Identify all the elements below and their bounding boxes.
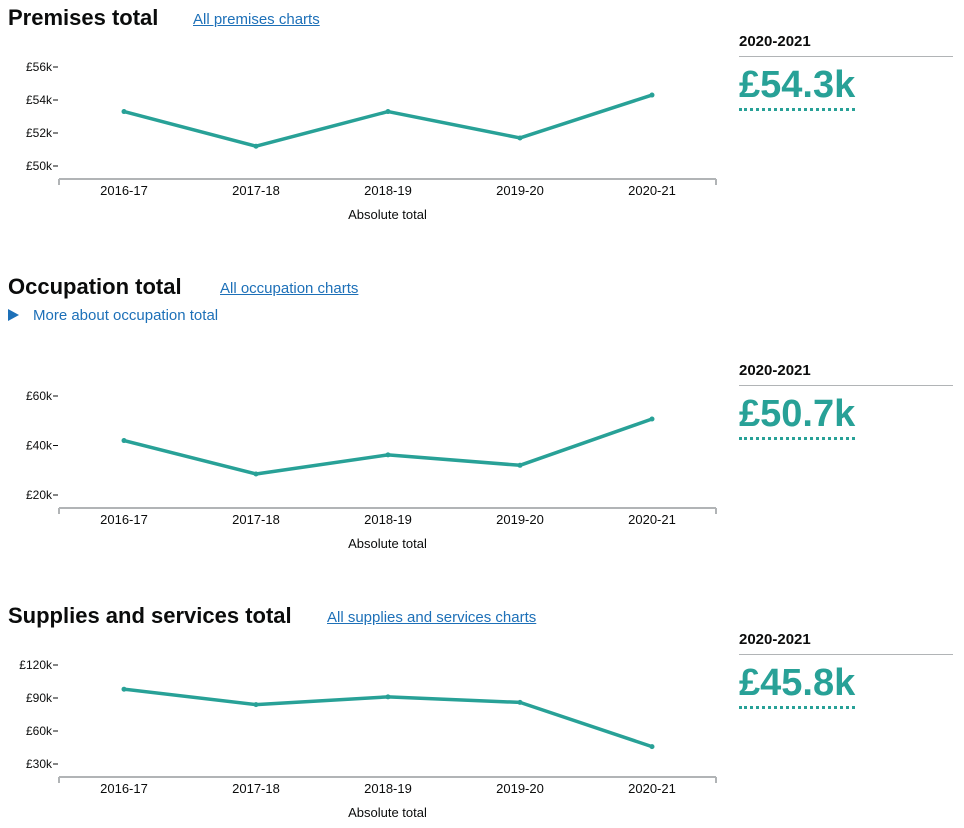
occupation-year-label: 2020-2021 [739, 361, 953, 386]
expand-triangle-icon [8, 309, 19, 321]
data-point [121, 109, 127, 115]
y-tick-label: £56k [26, 60, 53, 74]
y-tick-label: £90k [26, 691, 53, 705]
data-point [517, 699, 523, 705]
y-tick-label: £50k [26, 159, 53, 173]
all-premises-charts-link[interactable]: All premises charts [193, 11, 320, 28]
x-tick-label: 2016-17 [100, 781, 148, 796]
data-point [517, 135, 523, 141]
more-about-occupation-label: More about occupation total [33, 306, 219, 324]
occupation-total-value[interactable]: £50.7k [739, 391, 856, 440]
x-tick-label: 2019-20 [496, 183, 544, 198]
more-about-occupation-toggle[interactable]: More about occupation total [8, 305, 218, 325]
y-tick-label: £54k [26, 93, 53, 107]
x-axis-title: Absolute total [348, 207, 427, 222]
data-point [121, 438, 127, 444]
y-tick-label: £40k [26, 439, 53, 453]
y-tick-label: £60k [26, 389, 53, 403]
y-tick-label: £60k [26, 724, 53, 738]
data-point [385, 694, 391, 700]
supplies-line-chart: £120k £90k £60k £30k 2016-17 2017-18 2018-19 20… [19, 658, 717, 820]
x-tick-label: 2018-19 [364, 781, 412, 796]
data-point [385, 109, 391, 115]
premises-line-chart: £56k £54k £52k £50k 2016-17 2017-18 2018-19 201… [26, 60, 717, 222]
x-tick-label: 2017-18 [232, 512, 280, 527]
x-axis-title: Absolute total [348, 536, 427, 551]
supplies-section-title: Supplies and services total [8, 603, 292, 628]
x-tick-label: 2020-21 [628, 512, 676, 527]
x-tick-label: 2020-21 [628, 183, 676, 198]
x-tick-label: 2019-20 [496, 781, 544, 796]
x-tick-label: 2016-17 [100, 183, 148, 198]
data-point [649, 416, 655, 422]
data-point [649, 744, 655, 750]
x-tick-label: 2017-18 [232, 781, 280, 796]
data-point [385, 452, 391, 458]
all-supplies-charts-link[interactable]: All supplies and services charts [327, 609, 537, 626]
x-axis-title: Absolute total [348, 805, 427, 820]
x-tick-label: 2016-17 [100, 512, 148, 527]
y-tick-label: £30k [26, 757, 53, 771]
occupation-line-chart: £60k £40k £20k 2016-17 2017-18 2018-19 2019-20… [26, 389, 717, 551]
data-point [649, 92, 655, 98]
data-point [253, 702, 259, 708]
series-line [122, 93, 654, 148]
premises-section-title: Premises total [8, 5, 159, 30]
all-occupation-charts-link[interactable]: All occupation charts [220, 280, 359, 297]
supplies-year-label: 2020-2021 [739, 630, 953, 655]
x-tick-label: 2018-19 [364, 183, 412, 198]
data-point [517, 462, 523, 468]
data-point [253, 143, 259, 149]
premises-year-label: 2020-2021 [739, 32, 953, 57]
y-tick-label: £120k [19, 658, 53, 672]
data-point [253, 471, 259, 477]
occupation-section-title: Occupation total [8, 274, 182, 299]
y-tick-label: £20k [26, 488, 53, 502]
series-line [122, 417, 654, 476]
premises-total-value[interactable]: £54.3k [739, 62, 856, 111]
supplies-total-value[interactable]: £45.8k [739, 660, 856, 709]
x-tick-label: 2018-19 [364, 512, 412, 527]
y-tick-label: £52k [26, 126, 53, 140]
x-tick-label: 2017-18 [232, 183, 280, 198]
x-tick-label: 2020-21 [628, 781, 676, 796]
x-tick-label: 2019-20 [496, 512, 544, 527]
data-point [121, 686, 127, 692]
